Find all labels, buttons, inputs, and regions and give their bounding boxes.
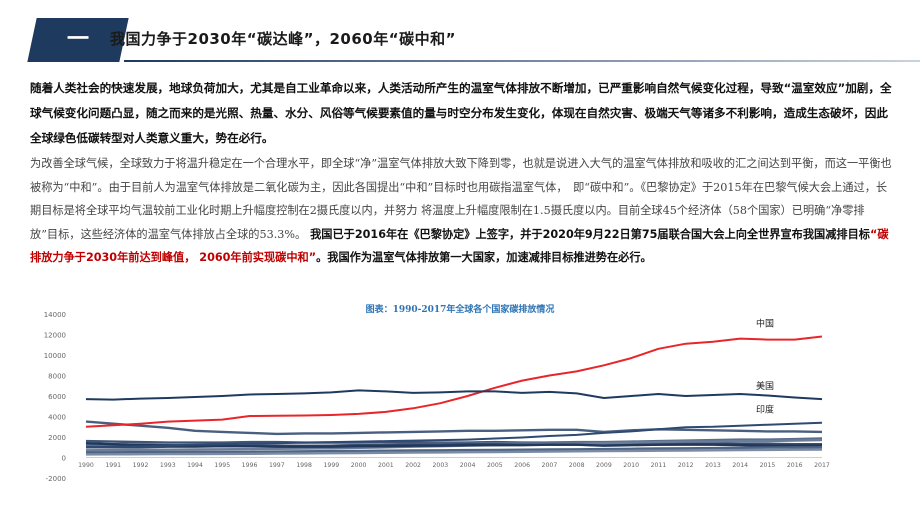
series-label: 中国: [756, 318, 774, 330]
x-tick-label: 1996: [242, 462, 258, 469]
x-tick-label: 2007: [542, 462, 558, 469]
x-tick-label: 1994: [187, 462, 203, 469]
x-tick-label: 2013: [705, 462, 721, 469]
x-tick-label: 2002: [405, 462, 421, 469]
series-line-印度: [85, 421, 823, 449]
series-line-中国: [85, 335, 823, 428]
series-line: [85, 442, 822, 448]
intro-paragraph: 随着人类社会的快速发展，地球负荷加大，尤其是自工业革命以来，人类活动所产生的温室…: [30, 81, 892, 145]
series-lines: [85, 335, 823, 456]
y-tick-label: 14000: [44, 311, 66, 319]
x-tick-label: 2017: [814, 462, 830, 469]
x-tick-label: 2010: [623, 462, 639, 469]
x-tick-label: 1997: [269, 462, 285, 469]
series-label: 美国: [756, 380, 774, 392]
x-tick-label: 2003: [432, 462, 448, 469]
x-tick-label: 1995: [214, 462, 230, 469]
x-tick-label: 1991: [105, 462, 121, 469]
series-line: [85, 448, 823, 456]
x-tick-label: 1999: [323, 462, 339, 469]
y-tick-label: 6000: [48, 393, 66, 401]
x-tick-label: 2005: [487, 462, 503, 469]
y-tick-label: -2000: [46, 475, 66, 483]
x-tick-label: 1998: [296, 462, 312, 469]
x-tick-label: 2000: [351, 462, 367, 469]
series-line: [85, 420, 823, 436]
section-title: 我国力争于2030年“碳达峰”，2060年“碳中和”: [110, 30, 456, 48]
x-tick-label: 2015: [760, 462, 776, 469]
y-tick-label: 12000: [44, 332, 66, 340]
y-tick-label: 0: [62, 455, 66, 463]
y-tick-label: 10000: [44, 352, 66, 360]
section-header: 一 我国力争于2030年“碳达峰”，2060年“碳中和”: [0, 8, 920, 62]
body-text-1: 为改善全球气候，全球致力于将温升稳定在一个合理水平，即全球“净”温室气体排放大致…: [30, 157, 892, 241]
x-tick-label: 1990: [78, 462, 94, 469]
x-tick-label: 2014: [732, 462, 748, 469]
body-text-2: 我国已于2016年在《巴黎协定》上签字，并于2020年9月22日第75届联合国大…: [306, 227, 870, 241]
x-tick-label: 2011: [651, 462, 667, 469]
x-tick-label: 2012: [678, 462, 694, 469]
y-tick-label: 4000: [48, 414, 66, 422]
section-number: 一: [66, 27, 89, 52]
x-tick-label: 2001: [378, 462, 394, 469]
header-divider: [124, 60, 920, 62]
series-line: [85, 446, 823, 454]
y-axis: -2000 0 2000 4000 6000 8000 10000 12000 14000: [44, 311, 822, 483]
x-axis: 1990 1991 1992 1993 1994 1995 1996 1997 1998 1999…: [78, 462, 830, 469]
x-tick-label: 2016: [787, 462, 803, 469]
x-tick-label: 2004: [460, 462, 476, 469]
series-line-美国: [85, 389, 823, 401]
body-text-3: 。我国作为温室气体排放第一大国家，加速减排目标推进势在必行。: [316, 251, 652, 265]
body-paragraph: 为改善全球气候，全球致力于将温升稳定在一个合理水平，即全球“净”温室气体排放大致…: [30, 152, 892, 270]
x-tick-label: 2006: [514, 462, 530, 469]
x-tick-label: 1992: [133, 462, 149, 469]
x-tick-label: 1993: [160, 462, 176, 469]
x-tick-label: 2008: [569, 462, 585, 469]
y-tick-label: 2000: [48, 434, 66, 442]
y-tick-label: 8000: [48, 373, 66, 381]
series-label: 印度: [756, 404, 774, 416]
chart-title: 图表：1990-2017年全球各个国家碳排放情况: [365, 305, 555, 315]
body-highlight: “碳排放力争于2030年前达到峰值， 2060年前实现碳中和”: [30, 227, 889, 265]
x-tick-label: 2009: [596, 462, 612, 469]
emissions-chart: -2000 0 2000 4000 6000 8000 10000 12000 14000 19…: [44, 311, 830, 483]
